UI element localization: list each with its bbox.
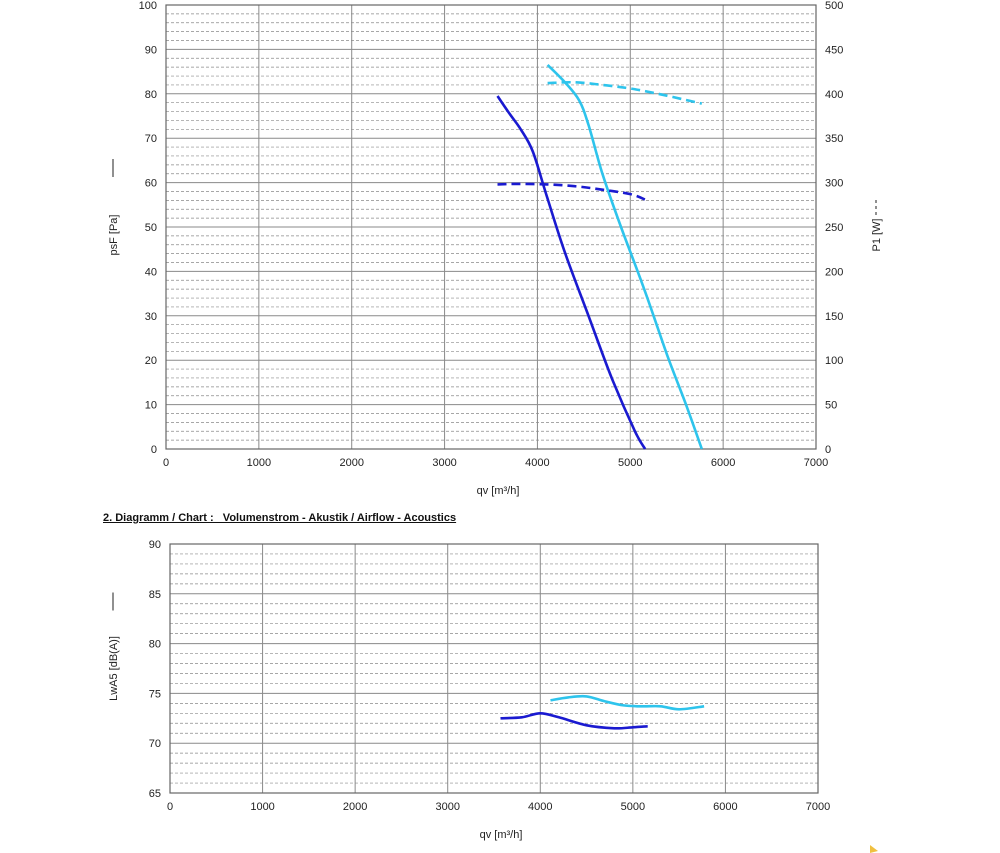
y-tick-label: 65 [149, 788, 161, 800]
y-tick-label: 80 [149, 639, 161, 651]
y-tick-label: 0 [151, 444, 157, 456]
y2-tick-label: 500 [825, 0, 843, 12]
y2-tick-label: 400 [825, 89, 843, 101]
corner-mark [870, 845, 878, 853]
y2-tick-label: 100 [825, 355, 843, 367]
series-line-4 [547, 80, 703, 105]
y-tick-label: 100 [139, 0, 157, 12]
y2-tick-label: 450 [825, 44, 843, 56]
x-tick-label: 3000 [432, 457, 456, 469]
y2-tick-label: 300 [825, 178, 843, 190]
y2-tick-label: 250 [825, 222, 843, 234]
x-tick-label: 4000 [528, 801, 552, 813]
y-axis-label: LwA5 [dB(A)] [108, 636, 120, 701]
x-tick-label: 3000 [435, 801, 459, 813]
plot-frame [169, 543, 819, 794]
y-tick-label: 50 [145, 222, 157, 234]
x-tick-label: 2000 [339, 457, 363, 469]
x-tick-label: 5000 [618, 457, 642, 469]
y2-tick-label: 0 [825, 444, 831, 456]
x-tick-label: 6000 [711, 457, 735, 469]
y-tick-label: 10 [145, 400, 157, 412]
x-axis-label: qv [m³/h] [477, 485, 520, 497]
plot-frame [165, 4, 817, 450]
x-tick-label: 6000 [713, 801, 737, 813]
y-tick-label: 20 [145, 355, 157, 367]
series-line-1 [500, 712, 648, 730]
x-tick-label: 1000 [250, 801, 274, 813]
y-tick-label: 60 [145, 178, 157, 190]
y-tick-label: 80 [145, 89, 157, 101]
y2-tick-label: 150 [825, 311, 843, 323]
y-tick-label: 70 [145, 133, 157, 145]
y2-tick-label: 350 [825, 133, 843, 145]
x-tick-label: 1000 [247, 457, 271, 469]
y-tick-label: 70 [149, 738, 161, 750]
y-tick-label: 30 [145, 311, 157, 323]
x-tick-label: 0 [163, 457, 169, 469]
x-axis-label: qv [m³/h] [480, 829, 523, 841]
x-tick-label: 4000 [525, 457, 549, 469]
chart-1 [112, 4, 877, 450]
x-tick-label: 2000 [343, 801, 367, 813]
y2-tick-label: 50 [825, 400, 837, 412]
x-tick-label: 7000 [806, 801, 830, 813]
series-line-2 [550, 694, 705, 711]
x-tick-label: 5000 [621, 801, 645, 813]
series-line-2 [546, 63, 704, 450]
x-tick-label: 7000 [804, 457, 828, 469]
y-axis-label: psF [Pa] [108, 215, 120, 256]
chart-2 [112, 543, 819, 794]
y-tick-label: 90 [145, 44, 157, 56]
y-tick-label: 40 [145, 266, 157, 278]
series-line-1 [496, 95, 647, 450]
y-tick-label: 75 [149, 688, 161, 700]
y2-tick-label: 200 [825, 266, 843, 278]
y-tick-label: 90 [149, 539, 161, 551]
series-line-3 [497, 182, 646, 201]
y2-axis-label: P1 [W] [871, 218, 883, 251]
section-title: 2. Diagramm / Chart : Volumenstrom - Aku… [103, 512, 457, 524]
x-tick-label: 0 [167, 801, 173, 813]
y-tick-label: 85 [149, 589, 161, 601]
